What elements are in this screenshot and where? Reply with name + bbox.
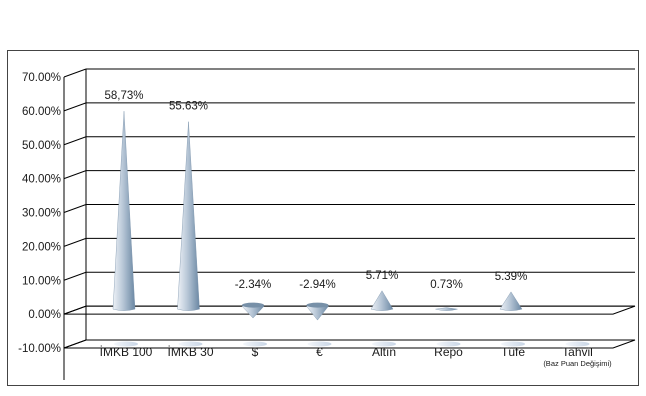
outer-border (7, 50, 639, 386)
category-label: Tahvil (562, 345, 593, 359)
bar (112, 111, 136, 311)
gridline-side (63, 102, 87, 112)
category-label: İMKB 30 (167, 345, 213, 359)
category-label: Altın (372, 345, 396, 359)
gridline-side (63, 204, 87, 213)
bar (435, 307, 458, 311)
bar (177, 121, 200, 311)
floor-shadow (501, 341, 525, 347)
data-label: 55.63% (169, 101, 208, 113)
data-label: 0.73% (430, 279, 463, 291)
data-label: -2.34% (235, 279, 271, 291)
gridline-side (63, 68, 87, 78)
floor-shadow (436, 341, 461, 347)
category-label: Repo (434, 345, 463, 359)
category-label: Tüfe (501, 345, 525, 359)
cones-layer (112, 111, 590, 347)
category-sublabel: (Baz Puan Değişimi) (543, 359, 612, 368)
gridline-side (63, 136, 87, 146)
y-tick-label: 20.00% (22, 241, 61, 253)
category-label: İMKB 100 (100, 345, 153, 359)
data-label: 5.39% (495, 271, 528, 283)
bar (499, 291, 523, 311)
category-label: $ (252, 345, 259, 359)
floor-shadow (565, 341, 590, 347)
floor-shadow (243, 341, 267, 347)
floor-shadow (178, 341, 203, 347)
y-tick-label: 50.00% (22, 140, 61, 152)
bar-cap (306, 302, 329, 308)
y-tick-label: 70.00% (22, 72, 61, 84)
floor-shadow (114, 341, 138, 347)
y-tick-label: -10.00% (18, 343, 61, 355)
bottom-floor (63, 339, 636, 349)
y-tick-label: 40.00% (22, 174, 61, 186)
gridline-side (63, 271, 87, 281)
y-tick-label: 30.00% (22, 208, 61, 220)
category-label: € (316, 345, 323, 359)
gridline-side (63, 237, 87, 247)
y-tick-label: 60.00% (22, 106, 61, 118)
zero-floor (63, 305, 636, 315)
bar-cap (242, 302, 264, 308)
bar (370, 290, 394, 311)
floor-shadow (372, 341, 396, 347)
floor-shadow (307, 341, 332, 347)
data-label: 58,73% (104, 90, 143, 102)
data-label: -2.94% (299, 279, 335, 291)
data-label: 5.71% (366, 270, 399, 282)
labels-layer: -10.00% 0.00% 10.00% 20.00% 30.00% 40.00% 50.0… (18, 72, 612, 368)
y-tick-label: 10.00% (22, 275, 61, 287)
grid-layer (63, 68, 636, 380)
gridline-side (63, 170, 87, 180)
y-tick-label: 0.00% (28, 309, 61, 321)
